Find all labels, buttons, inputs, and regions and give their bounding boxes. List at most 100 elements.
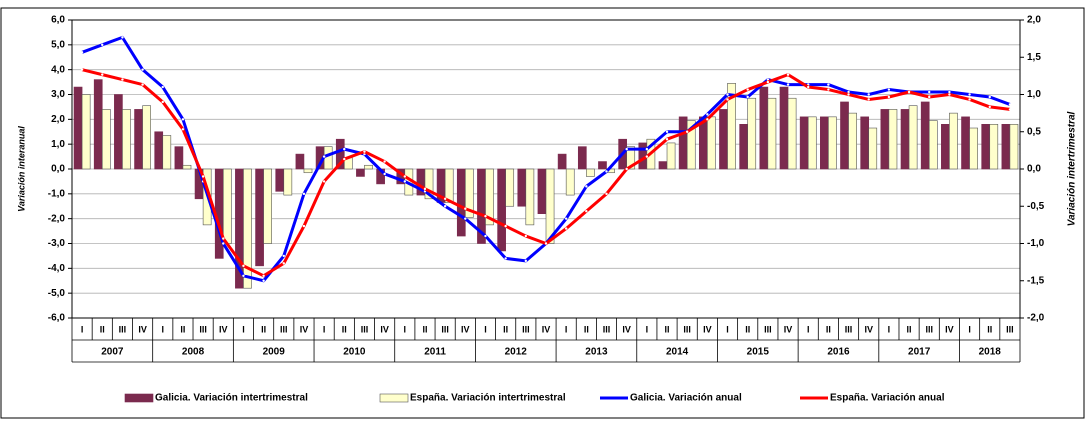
y2-axis-title: Variación intertrimestral xyxy=(1067,111,1078,226)
year-label: 2010 xyxy=(343,347,366,358)
line-point xyxy=(948,93,951,96)
line-point xyxy=(484,214,487,218)
line-point xyxy=(504,257,507,260)
x-tick-label: II xyxy=(503,324,508,334)
x-tick-label: I xyxy=(323,324,326,334)
y2-tick-label: 2,0 xyxy=(1027,15,1041,26)
legend-label: España. Variación intertrimestral xyxy=(410,393,566,404)
line-point xyxy=(141,83,144,86)
bar xyxy=(787,97,797,170)
line-point xyxy=(443,197,447,200)
x-tick-label: II xyxy=(826,324,831,334)
line-point xyxy=(706,113,709,116)
bar xyxy=(888,109,898,170)
bar xyxy=(255,168,264,267)
x-tick-label: IV xyxy=(138,324,147,334)
line-point xyxy=(141,68,144,71)
year-label: 2009 xyxy=(263,347,286,358)
bar xyxy=(586,168,595,177)
line-point xyxy=(867,98,870,101)
x-tick-label: I xyxy=(484,324,487,334)
line-point xyxy=(665,130,669,133)
bar xyxy=(424,168,434,200)
line-point xyxy=(121,78,124,81)
line-point xyxy=(181,128,185,131)
x-tick-label: I xyxy=(807,324,810,334)
bar xyxy=(920,101,930,170)
line-point xyxy=(383,160,386,163)
x-tick-label: IV xyxy=(300,324,309,334)
bar xyxy=(134,109,143,170)
line-point xyxy=(585,210,588,213)
y-tick-label: -4,0 xyxy=(48,263,66,274)
x-tick-label: I xyxy=(726,324,729,334)
bar xyxy=(497,168,506,252)
x-tick-label: III xyxy=(441,324,449,334)
bar xyxy=(222,168,232,244)
bar xyxy=(848,112,857,170)
bar xyxy=(686,120,696,170)
bar xyxy=(182,164,192,170)
line-point xyxy=(403,175,407,178)
line-point xyxy=(1008,103,1012,106)
bar xyxy=(263,168,272,244)
bar xyxy=(900,109,910,170)
bar xyxy=(505,168,515,207)
bar xyxy=(820,116,829,170)
y-tick-label: 0,0 xyxy=(51,164,65,175)
line-point xyxy=(322,180,326,183)
bar xyxy=(545,168,555,244)
bar xyxy=(666,142,676,170)
line-point xyxy=(887,88,891,91)
line-point xyxy=(988,95,991,99)
line-point xyxy=(383,172,386,176)
line-point xyxy=(585,185,588,188)
year-label: 2011 xyxy=(424,347,446,358)
line-point xyxy=(222,237,225,240)
line-point xyxy=(403,180,407,183)
line-point xyxy=(605,170,608,173)
x-tick-label: IV xyxy=(461,324,470,334)
legend-label: Galicia. Variación intertrimestral xyxy=(155,393,308,404)
y2-tick-label: 1,0 xyxy=(1027,89,1041,100)
line-point xyxy=(928,90,931,94)
bar xyxy=(93,79,103,170)
line-point xyxy=(302,192,306,196)
bar xyxy=(154,131,164,170)
x-tick-label: III xyxy=(603,324,611,334)
y-axis-title: Variación interanual xyxy=(16,126,26,212)
bar xyxy=(122,109,131,170)
year-label: 2012 xyxy=(505,347,528,358)
legend-swatch xyxy=(379,393,409,403)
y2-tick-label: -1,5 xyxy=(1027,275,1045,286)
y2-tick-label: 0,5 xyxy=(1027,126,1041,137)
x-tick-label: III xyxy=(845,324,853,334)
x-tick-label: II xyxy=(987,324,992,334)
y-tick-label: 4,0 xyxy=(51,64,65,75)
x-tick-label: I xyxy=(565,324,568,334)
y2-tick-label: -0,5 xyxy=(1027,201,1045,212)
year-label: 2008 xyxy=(182,347,205,358)
x-tick-label: IV xyxy=(219,324,228,334)
line-point xyxy=(201,175,205,178)
line-point xyxy=(928,95,931,99)
line-point xyxy=(665,138,669,141)
bar xyxy=(707,116,716,170)
bar xyxy=(577,146,587,170)
x-tick-label: IV xyxy=(380,324,389,334)
line-point xyxy=(887,95,891,99)
y2-tick-label: 1,5 xyxy=(1027,52,1041,63)
line-point xyxy=(907,90,911,94)
x-tick-label: I xyxy=(81,324,84,334)
bar xyxy=(989,124,999,170)
x-tick-label: II xyxy=(584,324,589,334)
line-point xyxy=(685,130,689,133)
line-point xyxy=(484,234,487,238)
x-tick-label: I xyxy=(242,324,245,334)
line-point xyxy=(524,259,528,263)
line-point xyxy=(302,224,306,228)
line-point xyxy=(625,147,628,151)
line-point xyxy=(564,217,568,220)
line-point xyxy=(605,192,608,196)
bar xyxy=(928,120,938,170)
